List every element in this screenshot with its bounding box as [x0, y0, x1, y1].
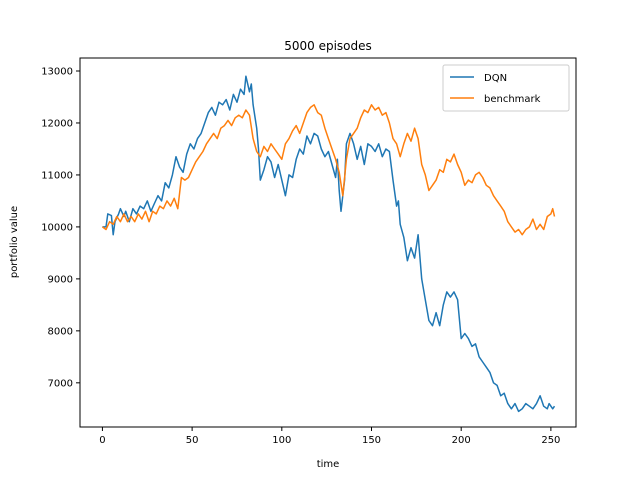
x-axis: 0 50 100 150 200 250	[99, 427, 560, 446]
y-tick-label: 8000	[48, 326, 73, 337]
series-line-dqn	[102, 75, 556, 413]
y-tick-label: 7000	[48, 378, 73, 389]
y-tick-label: 13000	[41, 66, 73, 77]
chart-title: 5000 episodes	[284, 39, 372, 53]
x-tick-label: 250	[541, 435, 560, 446]
legend: DQN benchmark	[442, 64, 570, 112]
axes-frame	[79, 57, 577, 428]
plot-series	[101, 75, 556, 413]
y-tick-label: 10000	[41, 222, 73, 233]
x-tick-label: 200	[452, 435, 471, 446]
y-axis: 7000 8000 9000 10000 11000 12000 13000	[41, 66, 80, 389]
legend-label-dqn: DQN	[484, 73, 507, 84]
x-tick-label: 0	[99, 435, 105, 446]
y-tick-label: 12000	[41, 118, 73, 129]
x-tick-label: 50	[186, 435, 199, 446]
series-line-benchmark	[101, 104, 556, 236]
x-axis-label: time	[317, 459, 340, 470]
x-tick-label: 150	[362, 435, 381, 446]
y-axis-label: portfolio value	[9, 206, 20, 278]
y-tick-label: 11000	[41, 170, 73, 181]
x-tick-label: 100	[272, 435, 291, 446]
legend-label-benchmark: benchmark	[484, 94, 541, 105]
y-tick-label: 9000	[48, 274, 73, 285]
legend-box	[442, 64, 570, 112]
